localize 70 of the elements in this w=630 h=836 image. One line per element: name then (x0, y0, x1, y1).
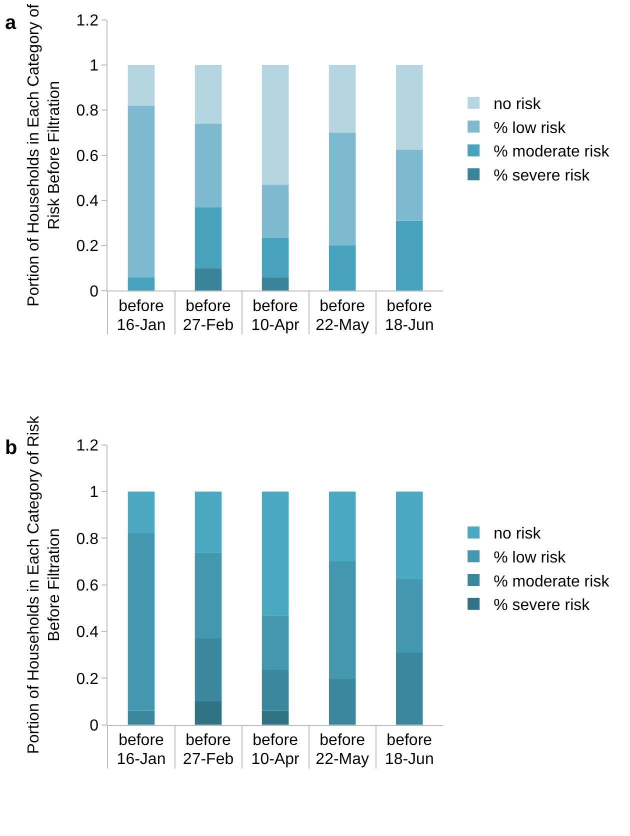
bar (262, 492, 289, 616)
bar (194, 64, 222, 124)
legend-label: % moderate risk (494, 144, 610, 161)
bar (194, 552, 222, 639)
y-tick-label: 0.8 (76, 102, 99, 120)
bar (262, 710, 289, 725)
bar (328, 64, 356, 133)
y-tick-label: 0.6 (76, 577, 99, 594)
category-label: before 27-Feb (182, 732, 234, 768)
y-tick-label: 0.4 (76, 624, 99, 642)
legend-label: % severe risk (494, 597, 591, 614)
bar (194, 207, 222, 268)
y-axis-title: Portion of Households in Each Category of Risk Before Filtration (25, 414, 64, 754)
bar (194, 701, 222, 725)
category-label: before 16-Jan (116, 298, 166, 334)
category-label: before 10-Apr (251, 298, 300, 334)
bar (128, 710, 155, 725)
y-tick-label: 0.2 (76, 670, 99, 688)
y-tick-label: 0 (90, 717, 99, 734)
y-tick-label: 1.2 (76, 12, 99, 30)
bar (328, 678, 356, 725)
bar (396, 150, 423, 221)
bar (262, 238, 289, 278)
bar (396, 64, 423, 150)
bar (194, 492, 222, 552)
bar (194, 268, 222, 291)
category-label: before 16-Jan (116, 732, 166, 768)
category-label: before 10-Apr (251, 732, 300, 768)
bar (328, 246, 356, 291)
bar (262, 670, 289, 711)
legend-label: % low risk (494, 120, 567, 137)
bar (128, 534, 155, 711)
y-tick-label: 0.4 (76, 193, 99, 210)
legend-label: no risk (494, 96, 542, 114)
y-tick-label: 0.8 (76, 530, 99, 548)
bar (328, 132, 356, 246)
legend-label: % severe risk (494, 167, 591, 184)
y-tick-label: 0 (90, 283, 99, 300)
bar (262, 615, 289, 670)
bar (194, 124, 222, 208)
bar (128, 106, 155, 278)
category-label: before 22-May (316, 298, 370, 334)
y-tick-label: 0.6 (76, 148, 99, 165)
bar (328, 562, 356, 678)
category-label: before 18-Jun (384, 298, 434, 334)
bar (128, 64, 155, 106)
y-tick-label: 1 (90, 484, 99, 502)
category-label: before 27-Feb (182, 298, 234, 334)
category-label: before 18-Jun (384, 732, 434, 768)
bar (396, 492, 423, 580)
legend-label: % low risk (494, 549, 567, 566)
y-axis-title: Portion of Households in Each Category of Risk Before Filtration (25, 4, 64, 306)
bar (396, 652, 423, 725)
bar (128, 277, 155, 291)
category-label: before 22-May (316, 732, 370, 768)
bar (396, 579, 423, 653)
y-tick-label: 1 (90, 58, 99, 75)
bar (262, 184, 289, 238)
y-tick-label: 0.2 (76, 238, 99, 256)
legend-label: no risk (494, 526, 542, 543)
legend-label: % moderate risk (494, 573, 610, 590)
chart-title: b (5, 437, 18, 459)
bar (194, 638, 222, 702)
bar (328, 492, 356, 562)
bar (262, 64, 289, 185)
bar (396, 220, 423, 291)
y-tick-label: 1.2 (76, 438, 99, 455)
bar (128, 492, 155, 534)
bar (262, 277, 289, 291)
chart-title: a (5, 12, 17, 34)
